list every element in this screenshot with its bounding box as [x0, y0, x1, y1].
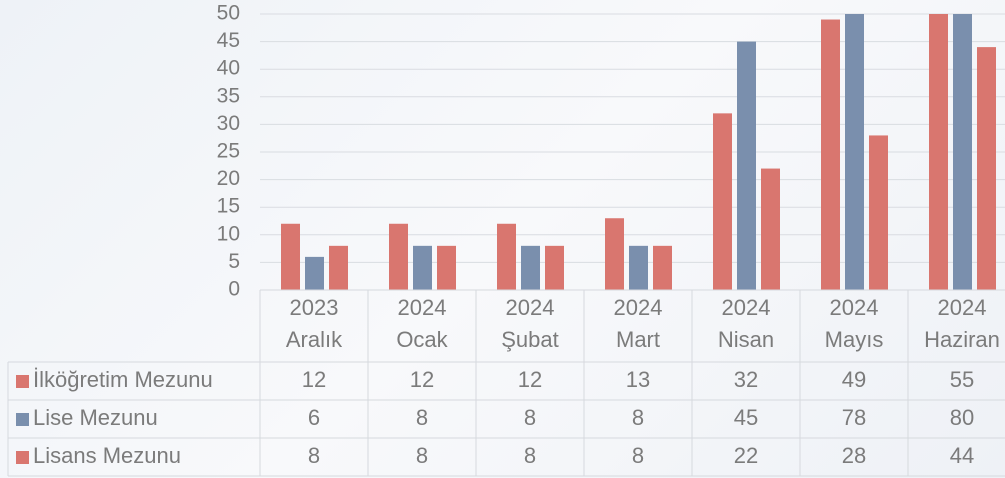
- bar: [977, 47, 996, 290]
- legend-swatch: [16, 375, 29, 388]
- legend-swatch: [16, 451, 29, 464]
- x-tick-label-line: Mayıs: [825, 327, 884, 352]
- x-tick-label-line: 2024: [506, 295, 555, 320]
- bar: [845, 14, 864, 290]
- table-cell: 8: [524, 405, 536, 430]
- y-tick-label: 40: [217, 57, 240, 80]
- table-cell: 12: [302, 367, 326, 392]
- x-tick-label-line: 2024: [398, 295, 447, 320]
- bar: [953, 14, 972, 290]
- y-tick-label: 15: [217, 195, 240, 218]
- bar: [737, 41, 756, 290]
- x-tick-label-line: 2024: [722, 295, 771, 320]
- legend-swatch: [16, 413, 29, 426]
- table-cell: 8: [632, 443, 644, 468]
- x-tick-label: 2024 Nisan: [718, 295, 774, 352]
- x-tick-label-line: 2023: [290, 295, 339, 320]
- legend-label: Lisans Mezunu: [33, 443, 181, 468]
- table-cell: 80: [950, 405, 974, 430]
- y-tick-label: 20: [217, 167, 240, 190]
- table-cell: 78: [842, 405, 866, 430]
- x-tick-label: 2024 Mayıs: [825, 295, 884, 352]
- y-tick-label: 50: [217, 2, 240, 25]
- bar: [629, 245, 648, 290]
- bar: [761, 168, 780, 290]
- bar: [605, 218, 624, 290]
- bar: [437, 245, 456, 290]
- table-cell: 32: [734, 367, 758, 392]
- y-tick-label: 30: [217, 112, 240, 135]
- y-tick-label: 45: [217, 29, 240, 52]
- table-cell: 8: [416, 443, 428, 468]
- bar: [305, 256, 324, 290]
- x-tick-label: 2024 Ocak: [396, 295, 448, 352]
- x-tick-label: 2024 Haziran: [924, 295, 1000, 352]
- bar: [545, 245, 564, 290]
- bar: [929, 14, 948, 290]
- table-cell: 22: [734, 443, 758, 468]
- x-tick-label-line: Nisan: [718, 327, 774, 352]
- bar: [413, 245, 432, 290]
- x-tick-label: 2024 Mart: [614, 295, 663, 352]
- table-cell: 8: [524, 443, 536, 468]
- x-tick-label-line: Şubat: [501, 327, 559, 352]
- bar: [497, 223, 516, 290]
- table-cell: 13: [626, 367, 650, 392]
- bars: [281, 14, 996, 290]
- bar: [329, 245, 348, 290]
- table-cell: 55: [950, 367, 974, 392]
- legend-label: İlköğretim Mezunu: [33, 367, 213, 392]
- x-tick-label-line: Haziran: [924, 327, 1000, 352]
- y-tick-label: 0: [228, 278, 240, 301]
- x-tick-label-line: 2024: [938, 295, 987, 320]
- y-tick-label: 5: [228, 250, 240, 273]
- bar: [521, 245, 540, 290]
- data-table: 2023 Aralık 12 6 8 2024 Ocak 12 8 8 2024 Şubat 12 8 8 2…: [7, 289, 1005, 477]
- table-cell: 8: [632, 405, 644, 430]
- table-cell: 6: [308, 405, 320, 430]
- table-cell: 8: [416, 405, 428, 430]
- bar: [713, 113, 732, 290]
- bar: [869, 135, 888, 290]
- y-tick-label: 35: [217, 84, 240, 107]
- table-cell: 12: [518, 367, 542, 392]
- x-tick-label: 2024 Şubat: [501, 295, 559, 352]
- x-tick-label-line: Mart: [616, 327, 660, 352]
- table-cell: 49: [842, 367, 866, 392]
- y-tick-label: 10: [217, 222, 240, 245]
- x-tick-label-line: Aralık: [286, 327, 343, 352]
- bar: [389, 223, 408, 290]
- x-tick-label: 2023 Aralık: [286, 295, 343, 352]
- bar: [821, 19, 840, 290]
- table-cell: 28: [842, 443, 866, 468]
- bar: [653, 245, 672, 290]
- table-cell: 12: [410, 367, 434, 392]
- legend-label: Lise Mezunu: [33, 405, 158, 430]
- table-cell: 44: [950, 443, 974, 468]
- table-cell: 45: [734, 405, 758, 430]
- table-cell: 8: [308, 443, 320, 468]
- x-tick-label-line: 2024: [830, 295, 879, 320]
- x-tick-label-line: Ocak: [396, 327, 448, 352]
- y-tick-label: 25: [217, 140, 240, 163]
- bar: [281, 223, 300, 290]
- x-tick-label-line: 2024: [614, 295, 663, 320]
